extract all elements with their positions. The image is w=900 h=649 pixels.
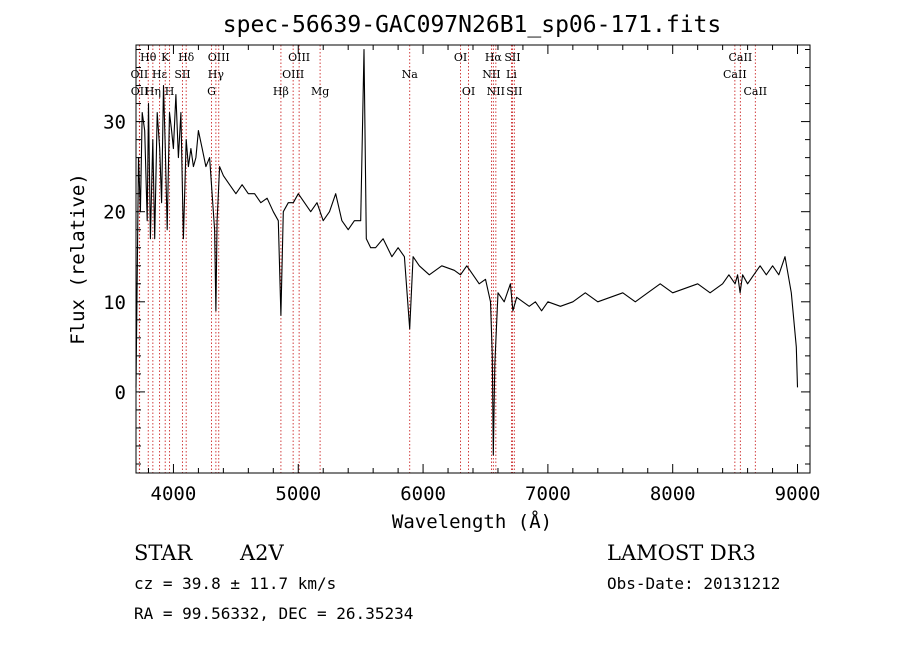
object-subclass: A2V xyxy=(240,541,284,565)
x-tick-label: 9000 xyxy=(775,483,821,505)
line-label: OI xyxy=(462,85,475,98)
redshift-readout: cz = 39.8 ± 11.7 km/s xyxy=(134,574,337,593)
x-axis-label: Wavelength (Å) xyxy=(392,510,552,533)
x-tick-label: 5000 xyxy=(275,483,321,505)
line-label: CaII xyxy=(729,51,753,64)
line-label: Hβ xyxy=(273,85,289,98)
coordinates-readout: RA = 99.56332, DEC = 26.35234 xyxy=(134,604,414,623)
line-label: Hδ xyxy=(178,51,195,64)
line-label: OIII xyxy=(208,51,230,64)
x-tick-label: 4000 xyxy=(151,483,197,505)
line-label: Hθ xyxy=(140,51,157,64)
x-tick-label: 8000 xyxy=(650,483,696,505)
y-tick-label: 10 xyxy=(103,292,126,314)
line-label: CaII xyxy=(723,68,747,81)
x-tick-label: 7000 xyxy=(525,483,571,505)
line-label: Hα xyxy=(485,51,503,64)
line-label: Na xyxy=(402,68,419,81)
plot-frame xyxy=(135,44,811,474)
spectrum-series xyxy=(135,48,799,456)
line-label: OIII xyxy=(282,68,304,81)
object-class: STAR xyxy=(134,541,193,565)
line-label: OI xyxy=(454,51,467,64)
line-label: SII xyxy=(504,51,520,64)
chart-title: spec-56639-GAC097N26B1_sp06-171.fits xyxy=(223,12,722,38)
y-tick-label: 0 xyxy=(115,382,126,404)
line-label: Li xyxy=(506,68,517,81)
y-tick-label: 30 xyxy=(103,112,126,134)
line-label: Hη xyxy=(145,85,161,98)
line-label: G xyxy=(207,85,216,98)
axis-ticks: 4000 5000 6000 7000 8000 9000 0 10 20 30 xyxy=(103,45,820,505)
survey-name: LAMOST DR3 xyxy=(607,541,756,565)
line-label: Mg xyxy=(311,85,329,98)
line-label: CaII xyxy=(743,85,767,98)
x-tick-label: 6000 xyxy=(400,483,446,505)
line-markers xyxy=(138,45,756,473)
line-label: Hε xyxy=(152,68,168,81)
observation-date: Obs-Date: 20131212 xyxy=(607,574,781,593)
line-label: Hγ xyxy=(208,68,225,81)
line-label: SII xyxy=(174,68,190,81)
line-label: H xyxy=(165,85,175,98)
line-label: OII xyxy=(131,68,149,81)
line-label: OIII xyxy=(288,51,310,64)
y-tick-label: 20 xyxy=(103,202,126,224)
line-label: K xyxy=(161,51,170,64)
line-label: SII xyxy=(506,85,522,98)
y-axis-label: Flux (relative) xyxy=(67,173,89,345)
line-label: NII xyxy=(482,68,500,81)
line-label: NII xyxy=(487,85,505,98)
line-label: OII xyxy=(131,85,149,98)
